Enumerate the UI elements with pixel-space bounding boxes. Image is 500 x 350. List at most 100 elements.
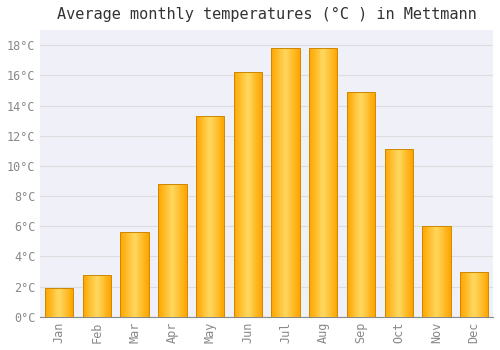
Bar	[109, 274, 110, 317]
Bar	[407, 149, 408, 317]
Bar	[197, 116, 198, 317]
Bar	[460, 272, 488, 317]
Bar	[83, 274, 111, 317]
Bar	[327, 48, 328, 317]
Bar	[334, 48, 336, 317]
Bar	[141, 232, 142, 317]
Bar	[424, 226, 425, 317]
Bar	[49, 288, 50, 317]
Bar	[366, 92, 368, 317]
Bar	[281, 48, 282, 317]
Bar	[463, 272, 464, 317]
Bar	[425, 226, 426, 317]
Bar	[359, 92, 360, 317]
Bar	[320, 48, 322, 317]
Bar	[91, 274, 92, 317]
Bar	[368, 92, 370, 317]
Bar	[63, 288, 64, 317]
Bar	[140, 232, 141, 317]
Bar	[384, 149, 413, 317]
Bar	[293, 48, 294, 317]
Bar	[322, 48, 324, 317]
Bar	[254, 72, 256, 317]
Bar	[58, 288, 59, 317]
Bar	[175, 184, 176, 317]
Bar	[484, 272, 486, 317]
Bar	[475, 272, 476, 317]
Bar	[62, 288, 63, 317]
Bar	[336, 48, 338, 317]
Bar	[478, 272, 479, 317]
Bar	[252, 72, 254, 317]
Bar	[434, 226, 436, 317]
Bar	[204, 116, 206, 317]
Bar	[428, 226, 429, 317]
Bar	[64, 288, 65, 317]
Bar	[86, 274, 88, 317]
Bar	[432, 226, 434, 317]
Bar	[464, 272, 465, 317]
Bar	[347, 92, 348, 317]
Bar	[120, 232, 122, 317]
Bar	[108, 274, 109, 317]
Bar	[243, 72, 244, 317]
Bar	[179, 184, 180, 317]
Bar	[177, 184, 178, 317]
Bar	[170, 184, 172, 317]
Bar	[126, 232, 127, 317]
Bar	[146, 232, 147, 317]
Bar	[427, 226, 428, 317]
Bar	[360, 92, 361, 317]
Bar	[431, 226, 432, 317]
Bar	[356, 92, 357, 317]
Bar	[295, 48, 296, 317]
Bar	[212, 116, 213, 317]
Bar	[158, 184, 186, 317]
Bar	[362, 92, 363, 317]
Bar	[88, 274, 90, 317]
Bar	[102, 274, 104, 317]
Bar	[241, 72, 242, 317]
Bar	[372, 92, 374, 317]
Bar	[473, 272, 474, 317]
Bar	[272, 48, 274, 317]
Bar	[136, 232, 138, 317]
Bar	[404, 149, 406, 317]
Bar	[245, 72, 246, 317]
Bar	[96, 274, 97, 317]
Bar	[286, 48, 288, 317]
Bar	[196, 116, 224, 317]
Bar	[125, 232, 126, 317]
Bar	[72, 288, 74, 317]
Bar	[443, 226, 444, 317]
Bar	[142, 232, 143, 317]
Bar	[329, 48, 330, 317]
Bar	[144, 232, 145, 317]
Bar	[259, 72, 260, 317]
Bar	[258, 72, 259, 317]
Bar	[468, 272, 469, 317]
Bar	[374, 92, 375, 317]
Bar	[99, 274, 100, 317]
Bar	[406, 149, 407, 317]
Bar	[480, 272, 481, 317]
Bar	[257, 72, 258, 317]
Bar	[426, 226, 427, 317]
Bar	[165, 184, 166, 317]
Bar	[182, 184, 184, 317]
Bar	[430, 226, 431, 317]
Bar	[134, 232, 136, 317]
Bar	[218, 116, 220, 317]
Bar	[284, 48, 286, 317]
Bar	[172, 184, 174, 317]
Bar	[178, 184, 179, 317]
Bar	[299, 48, 300, 317]
Bar	[45, 288, 46, 317]
Bar	[213, 116, 214, 317]
Bar	[310, 48, 311, 317]
Bar	[358, 92, 359, 317]
Bar	[238, 72, 240, 317]
Bar	[472, 272, 473, 317]
Bar	[147, 232, 148, 317]
Bar	[398, 149, 400, 317]
